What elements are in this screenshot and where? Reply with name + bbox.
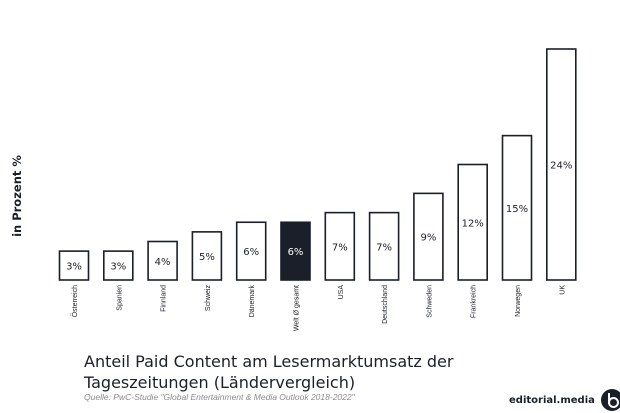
bar-6 [324,211,356,281]
bar-value-label: 7% [332,242,348,253]
bar-9 [457,163,489,281]
y-axis-label: in Prozent % [10,155,24,237]
bar-value-label: 7% [376,242,392,253]
bar-value-label: 4% [155,257,171,268]
x-tick-label: Frankreich [471,285,478,318]
bar-value-label: 3% [110,262,126,273]
brand: editorial.media [509,389,620,411]
bar-value-label: 5% [199,252,215,263]
bar-0 [58,250,90,281]
x-tick-label: Schweden [426,285,433,318]
bars-group: 3% Österreich 3% Spanien 4% Finnland 5% Schweiz… [58,48,577,331]
x-tick-label: USA [338,285,345,300]
bar-1 [103,250,134,281]
editorial-media-logo-icon [600,389,620,411]
x-tick-label: Spanien [116,285,123,311]
x-tick-label: Norwegen [515,285,522,317]
bar-5 [280,221,311,281]
chart-source: Quelle: PwC-Studie "Global Entertainment… [84,392,355,402]
bar-chart: in Prozent % 3% Österreich 3% Spanien 4% Finn… [10,48,577,331]
x-tick-label: Dänemark [249,285,256,318]
brand-name: editorial.media [509,394,595,406]
bar-value-label: 6% [243,247,259,258]
bar-value-label: 15% [506,204,528,215]
bar-value-label: 24% [550,161,572,172]
bar-value-label: 12% [462,218,484,229]
bar-2 [147,240,178,281]
bar-value-label: 9% [420,233,436,244]
x-tick-label: Deutschland [382,285,389,324]
chart-title: Anteil Paid Content am Lesermarktumsatz … [84,352,454,392]
bar-7 [368,211,400,281]
x-tick-label: Schweiz [205,285,212,312]
x-tick-label: UK [559,285,566,295]
bar-value-label: 6% [288,247,304,258]
bar-4 [235,221,267,281]
x-tick-label: Finnland [161,285,168,312]
bar-value-label: 3% [66,262,82,273]
bar-3 [191,231,223,281]
bar-10 [501,134,533,281]
x-tick-label: Welt Ø gesamt [294,285,301,331]
bar-8 [413,192,444,281]
x-tick-label: Österreich [71,285,79,317]
bar-11 [545,48,577,281]
